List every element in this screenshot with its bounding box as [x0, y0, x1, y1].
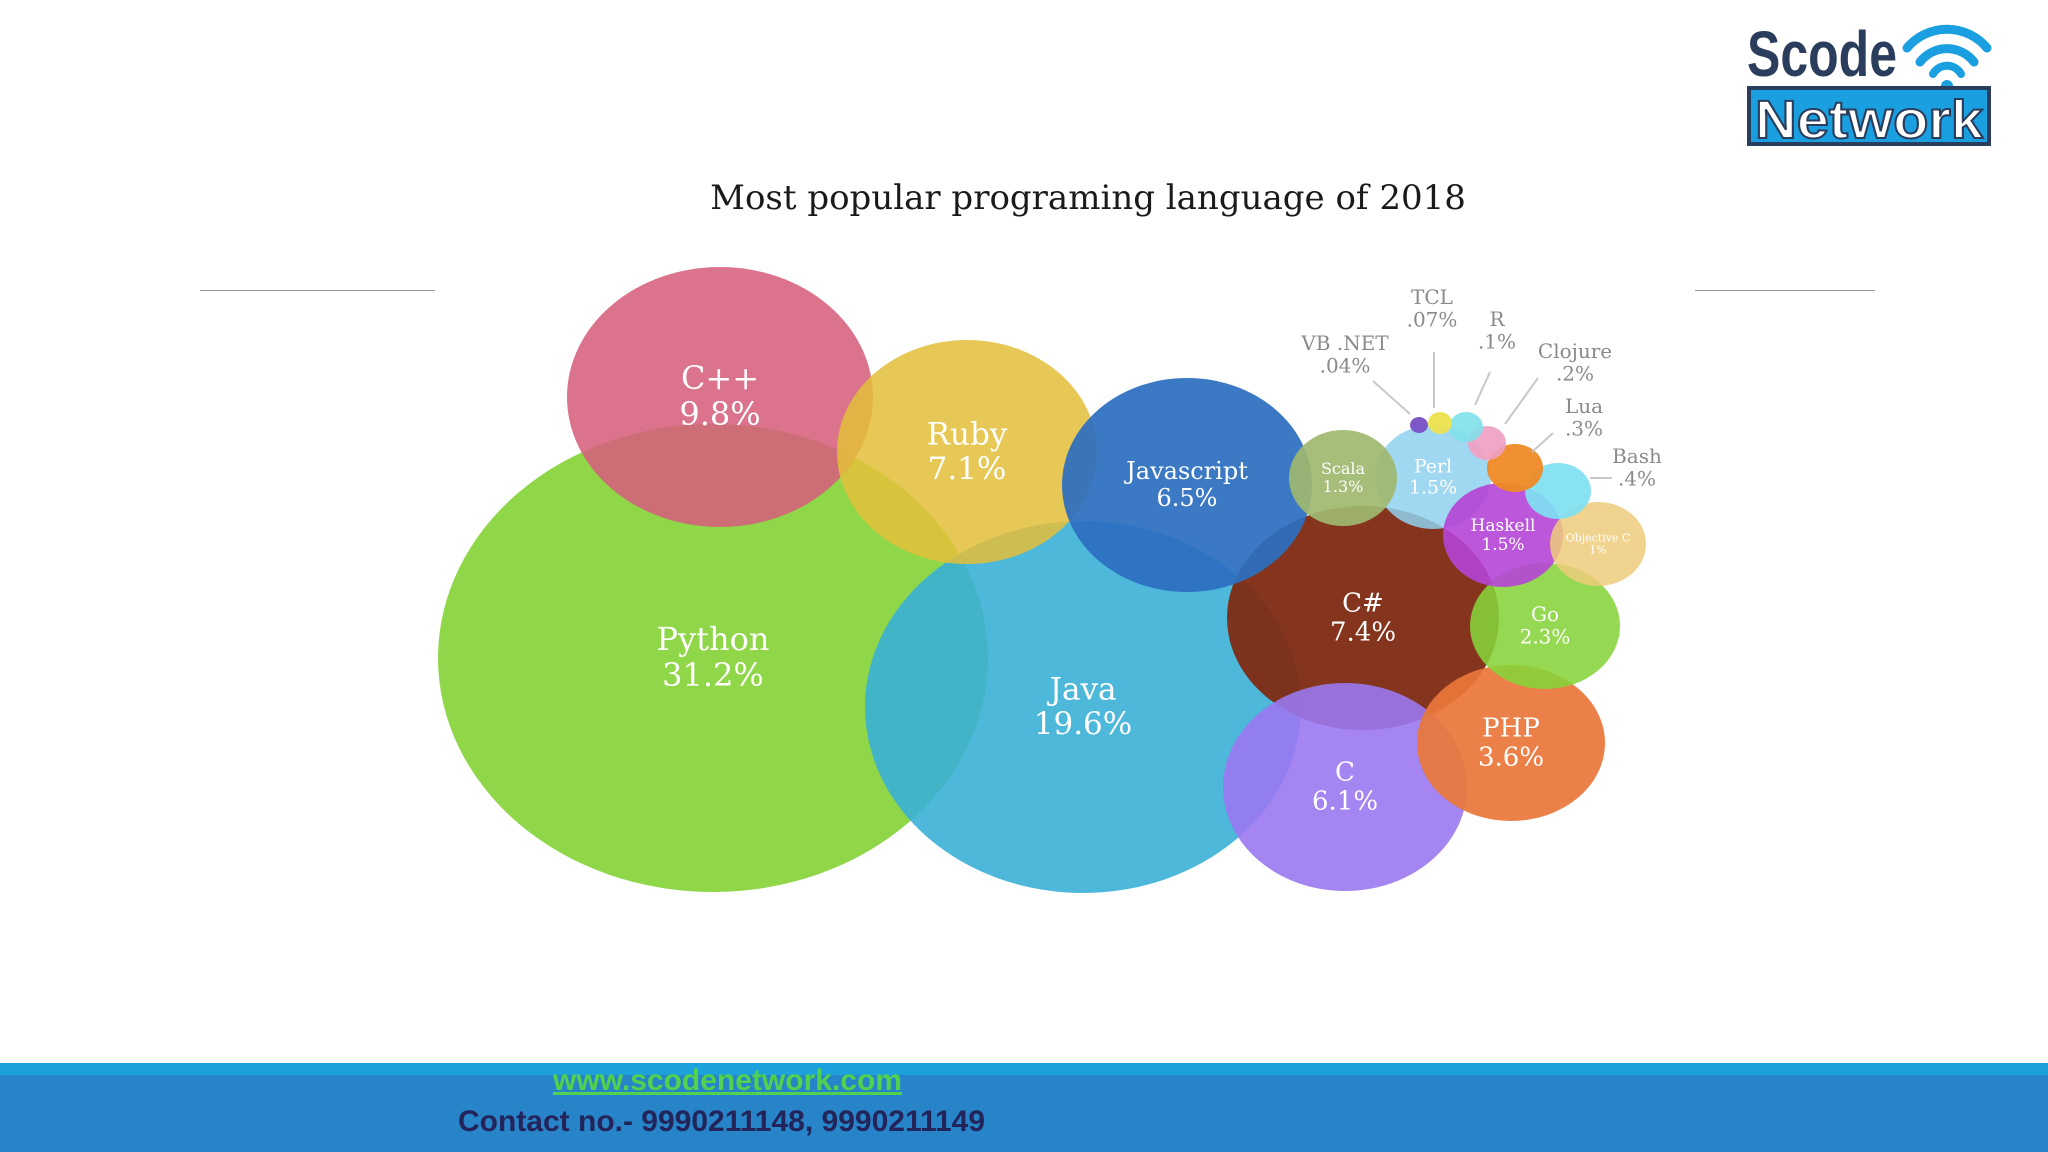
- bubble-java: [865, 521, 1301, 893]
- value-vb-net: .04%: [1320, 353, 1371, 377]
- label-php: PHP: [1482, 714, 1540, 744]
- bubble-c: [1227, 506, 1499, 730]
- value-r: .1%: [1478, 329, 1516, 353]
- leader-line-r: [1474, 371, 1491, 406]
- bubble-scala: [1289, 430, 1397, 526]
- label-scala: Scala: [1321, 459, 1366, 478]
- value-tcl: .07%: [1407, 307, 1458, 331]
- value-python: 31.2%: [662, 656, 764, 694]
- bubble-bash: [1525, 463, 1591, 519]
- label-haskell: Haskell: [1471, 516, 1536, 536]
- value-scala: 1.3%: [1323, 477, 1364, 496]
- value-ruby: 7.1%: [928, 451, 1007, 487]
- value-go: 2.3%: [1520, 624, 1571, 648]
- leader-line-vb-net: [1372, 380, 1411, 415]
- label-c: C: [1335, 758, 1355, 788]
- logo: Scode Network: [1747, 18, 1992, 148]
- label-tcl: TCL: [1411, 285, 1453, 309]
- label-perl: Perl: [1414, 455, 1452, 477]
- value-haskell: 1.5%: [1481, 535, 1524, 555]
- bubble-lua: [1487, 444, 1543, 492]
- bubble-tcl: [1428, 412, 1452, 434]
- value-php: 3.6%: [1478, 743, 1544, 773]
- divider-right: [1695, 290, 1875, 291]
- label-c: C#: [1342, 589, 1384, 619]
- value-java: 19.6%: [1034, 706, 1132, 742]
- bubble-php: [1417, 665, 1605, 821]
- footer-accent-bar: [0, 1063, 2048, 1075]
- bubble-ruby: [837, 340, 1097, 564]
- bubble-c: [1223, 683, 1467, 891]
- footer-contact: Contact no.- 9990211148, 9990211149: [458, 1105, 986, 1138]
- value-lua: .3%: [1565, 416, 1603, 440]
- value-javascript: 6.5%: [1157, 484, 1218, 512]
- label-lua: Lua: [1565, 394, 1603, 418]
- label-javascript: Javascript: [1123, 457, 1248, 485]
- value-c: 7.4%: [1330, 618, 1396, 648]
- label-c: C++: [681, 359, 759, 397]
- chart-title: Most popular programing language of 2018: [710, 178, 1466, 218]
- value-objective-c: 1%: [1589, 544, 1606, 557]
- value-bash: .4%: [1618, 466, 1656, 490]
- bubble-go: [1470, 563, 1620, 689]
- label-clojure: Clojure: [1538, 339, 1612, 363]
- leader-line-lua: [1531, 432, 1554, 453]
- bubble-c: [567, 267, 873, 527]
- value-c: 6.1%: [1312, 787, 1378, 817]
- value-c: 9.8%: [679, 395, 760, 433]
- bubble-javascript: [1062, 378, 1312, 592]
- bubble-vb-net: [1410, 417, 1428, 433]
- label-go: Go: [1531, 602, 1559, 626]
- label-ruby: Ruby: [927, 416, 1008, 452]
- wifi-icon: [1902, 24, 1992, 92]
- footer: [0, 1075, 2048, 1152]
- label-bash: Bash: [1612, 444, 1662, 468]
- footer-website-link[interactable]: www.scodenetwork.com: [553, 1064, 902, 1097]
- label-vb-net: VB .NET: [1300, 331, 1389, 355]
- value-perl: 1.5%: [1409, 477, 1457, 499]
- logo-line2: Network: [1755, 90, 1984, 148]
- bubble-objective-c: [1550, 502, 1646, 586]
- label-python: Python: [657, 620, 770, 658]
- label-r: R: [1489, 307, 1505, 331]
- leader-line-clojure: [1504, 377, 1539, 425]
- divider-left: [200, 290, 435, 291]
- label-java: Java: [1047, 671, 1117, 707]
- bubble-python: [438, 424, 988, 892]
- value-clojure: .2%: [1556, 361, 1594, 385]
- bubble-r: [1449, 412, 1483, 442]
- logo-line1: Scode: [1747, 18, 1897, 90]
- label-objective-c: Objective C: [1566, 531, 1631, 544]
